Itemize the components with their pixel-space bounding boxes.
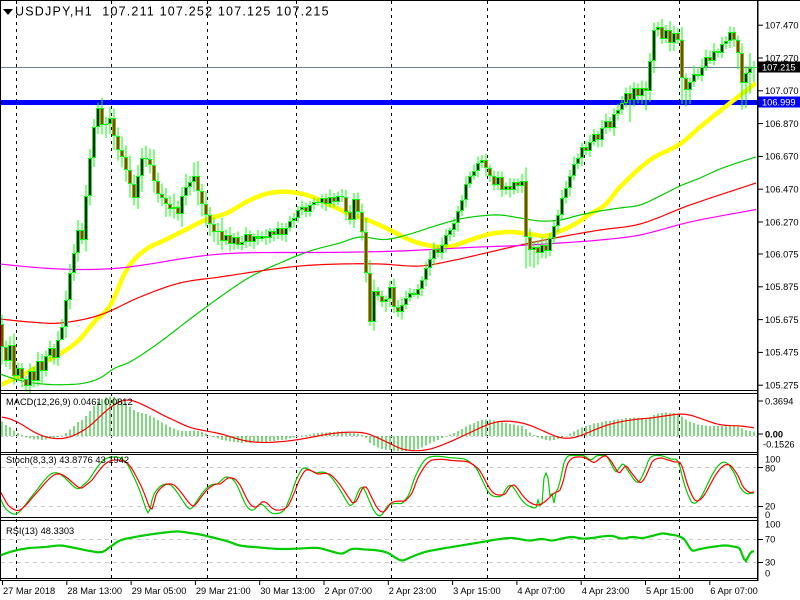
svg-text:100: 100 — [765, 455, 781, 465]
svg-text:107.270: 107.270 — [765, 53, 799, 63]
svg-text:0.3694: 0.3694 — [765, 397, 793, 407]
svg-text:80: 80 — [765, 464, 775, 474]
svg-text:4 Apr 07:00: 4 Apr 07:00 — [517, 586, 565, 596]
svg-text:105.475: 105.475 — [765, 348, 799, 358]
svg-text:0: 0 — [765, 510, 770, 520]
svg-text:MACD(12,26,9) 0.0461 0.0812: MACD(12,26,9) 0.0461 0.0812 — [6, 397, 133, 407]
svg-text:20: 20 — [765, 502, 775, 512]
svg-text:105.275: 105.275 — [765, 381, 799, 391]
svg-text:2 Apr 23:00: 2 Apr 23:00 — [389, 586, 437, 596]
svg-text:0.00: 0.00 — [765, 430, 783, 440]
svg-text:27 Mar 2018: 27 Mar 2018 — [3, 586, 55, 596]
svg-text:30: 30 — [765, 558, 775, 568]
svg-text:5 Apr 15:00: 5 Apr 15:00 — [646, 586, 694, 596]
svg-text:USDJPY,H1 107.211 107.252 107: USDJPY,H1 107.211 107.252 107.125 107.21… — [15, 5, 330, 19]
svg-text:RSI(13) 48.3303: RSI(13) 48.3303 — [6, 526, 74, 536]
svg-text:Stoch(8,3,3) 43.8776 43.1942: Stoch(8,3,3) 43.8776 43.1942 — [6, 455, 129, 465]
svg-text:106.470: 106.470 — [765, 185, 799, 195]
svg-text:28 Mar 13:00: 28 Mar 13:00 — [67, 586, 122, 596]
svg-text:29 Mar 05:00: 29 Mar 05:00 — [132, 586, 187, 596]
svg-text:106.075: 106.075 — [765, 249, 799, 259]
svg-text:105.675: 105.675 — [765, 315, 799, 325]
svg-text:4 Apr 23:00: 4 Apr 23:00 — [582, 586, 630, 596]
svg-text:107.070: 107.070 — [765, 86, 799, 96]
svg-text:-0.1526: -0.1526 — [763, 440, 795, 450]
svg-text:30 Mar 13:00: 30 Mar 13:00 — [260, 586, 315, 596]
svg-text:106.670: 106.670 — [765, 152, 799, 162]
svg-text:2 Apr 07:00: 2 Apr 07:00 — [325, 586, 373, 596]
svg-text:6 Apr 07:00: 6 Apr 07:00 — [710, 586, 758, 596]
svg-text:107.215: 107.215 — [762, 63, 796, 73]
svg-text:29 Mar 21:00: 29 Mar 21:00 — [196, 586, 251, 596]
svg-text:105.875: 105.875 — [765, 282, 799, 292]
svg-text:107.470: 107.470 — [765, 21, 799, 31]
svg-text:106.999: 106.999 — [762, 98, 796, 108]
svg-text:0: 0 — [765, 569, 770, 579]
svg-text:70: 70 — [765, 535, 775, 545]
svg-text:100: 100 — [765, 520, 781, 530]
svg-text:106.870: 106.870 — [765, 119, 799, 129]
svg-text:106.270: 106.270 — [765, 217, 799, 227]
svg-text:3 Apr 15:00: 3 Apr 15:00 — [453, 586, 501, 596]
